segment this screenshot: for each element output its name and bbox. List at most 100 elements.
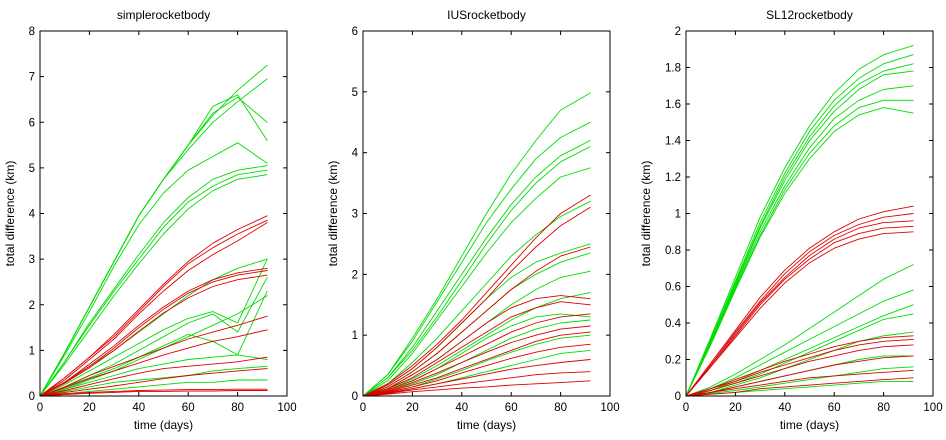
series-line-18 <box>362 295 591 397</box>
series-line-23 <box>685 344 914 397</box>
series-line-20 <box>362 313 591 397</box>
y-tick-label: 4 <box>29 209 36 221</box>
series-line-4 <box>39 94 268 397</box>
series-line-21 <box>362 325 591 397</box>
series-line-10 <box>685 304 914 397</box>
x-tick-label: 60 <box>505 402 518 414</box>
series-line-16 <box>685 205 914 397</box>
series-line-25 <box>39 356 268 397</box>
series-line-4 <box>362 146 591 397</box>
y-tick-label: 5 <box>29 163 35 175</box>
series-line-13 <box>39 354 268 397</box>
series-line-21 <box>39 270 268 397</box>
y-tick-label: 1 <box>29 345 35 357</box>
y-tick-label: 0.6 <box>665 282 681 294</box>
series-line-12 <box>685 331 914 397</box>
y-tick-label: 1.8 <box>665 63 681 75</box>
y-tick-label: 2 <box>352 269 358 281</box>
series-group <box>685 45 914 397</box>
series-line-5 <box>685 85 914 397</box>
y-tick-label: 6 <box>29 117 35 129</box>
series-line-6 <box>39 165 268 397</box>
series-line-16 <box>39 295 268 397</box>
y-tick-label: 2 <box>675 26 681 38</box>
y-tick-label: 0 <box>675 391 681 403</box>
series-line-18 <box>39 219 268 397</box>
x-tick-label: 100 <box>600 402 619 414</box>
series-line-2 <box>685 54 914 397</box>
series-line-27 <box>39 388 268 397</box>
y-tick-label: 3 <box>29 254 35 266</box>
series-line-10 <box>39 258 268 397</box>
x-tick-label: 0 <box>683 402 689 414</box>
series-line-17 <box>685 213 914 397</box>
x-tick-label: 40 <box>778 402 791 414</box>
chart-title: simplerocketbody <box>117 8 210 22</box>
y-tick-label: 1 <box>675 209 681 221</box>
series-line-26 <box>685 377 914 397</box>
series-line-15 <box>39 379 268 397</box>
x-tick-label: 80 <box>554 402 567 414</box>
series-line-1 <box>362 92 591 397</box>
chart-panel-3: 0 20 40 60 80 100 0 0.2 0.4 0.6 0.8 1 1.2 1.4 1.6 1.8 2 S… <box>639 8 943 432</box>
chart-title: SL12rocketbody <box>766 8 853 22</box>
series-line-12 <box>362 319 591 397</box>
series-group <box>362 92 591 397</box>
y-axis-label: total difference (km) <box>326 161 340 267</box>
x-axis-label: time (days) <box>780 418 839 432</box>
series-line-17 <box>362 246 591 397</box>
series-line-1 <box>685 45 914 397</box>
series-line-19 <box>362 301 591 397</box>
series-line-24 <box>39 329 268 397</box>
x-tick-label: 60 <box>182 402 195 414</box>
y-axis-label: total difference (km) <box>639 161 653 267</box>
x-tick-label: 0 <box>360 402 366 414</box>
series-line-5 <box>362 167 591 397</box>
series-line-14 <box>39 365 268 397</box>
y-tick-label: 6 <box>352 26 358 38</box>
series-line-25 <box>362 371 591 397</box>
series-line-7 <box>685 107 914 397</box>
chart-title: IUSrocketbody <box>447 8 526 22</box>
x-tick-label: 40 <box>455 402 468 414</box>
y-tick-label: 0 <box>29 391 35 403</box>
x-tick-label: 20 <box>406 402 419 414</box>
x-tick-label: 20 <box>729 402 742 414</box>
series-line-22 <box>685 338 914 397</box>
series-line-14 <box>685 366 914 397</box>
x-tick-label: 40 <box>132 402 145 414</box>
series-line-20 <box>39 267 268 397</box>
y-tick-label: 0.4 <box>665 318 682 330</box>
series-group <box>39 64 268 397</box>
y-tick-label: 0.2 <box>665 355 681 367</box>
x-tick-label: 0 <box>37 402 43 414</box>
series-line-25 <box>685 369 914 397</box>
y-tick-label: 1.2 <box>665 172 681 184</box>
y-tick-label: 0.8 <box>665 245 681 257</box>
series-line-23 <box>39 315 268 397</box>
x-tick-label: 80 <box>231 402 244 414</box>
y-tick-label: 3 <box>352 209 358 221</box>
series-line-6 <box>685 99 914 397</box>
series-line-5 <box>39 142 268 397</box>
x-tick-label: 100 <box>923 402 942 414</box>
y-tick-label: 1 <box>352 330 358 342</box>
chart-panel-2: 0 20 40 60 80 100 0 1 2 3 4 5 6 IUSrocketbody time (da… <box>326 8 620 432</box>
series-line-28 <box>39 390 268 397</box>
y-tick-label: 8 <box>29 26 35 38</box>
x-axis-label: time (days) <box>457 418 516 432</box>
series-line-22 <box>362 331 591 397</box>
series-line-21 <box>685 335 914 397</box>
y-tick-label: 2 <box>29 300 35 312</box>
axes-box <box>39 30 288 397</box>
y-axis-label: total difference (km) <box>3 161 17 267</box>
x-tick-label: 60 <box>828 402 841 414</box>
chart-panel-1: 0 20 40 60 80 100 0 1 2 3 4 5 6 7 8 simplerocketbody tim… <box>3 8 297 432</box>
x-tick-label: 20 <box>83 402 96 414</box>
series-line-8 <box>39 174 268 397</box>
x-axis-label: time (days) <box>134 418 193 432</box>
series-line-22 <box>39 274 268 397</box>
series-line-15 <box>362 194 591 397</box>
series-line-20 <box>685 231 914 397</box>
series-line-4 <box>685 70 914 397</box>
